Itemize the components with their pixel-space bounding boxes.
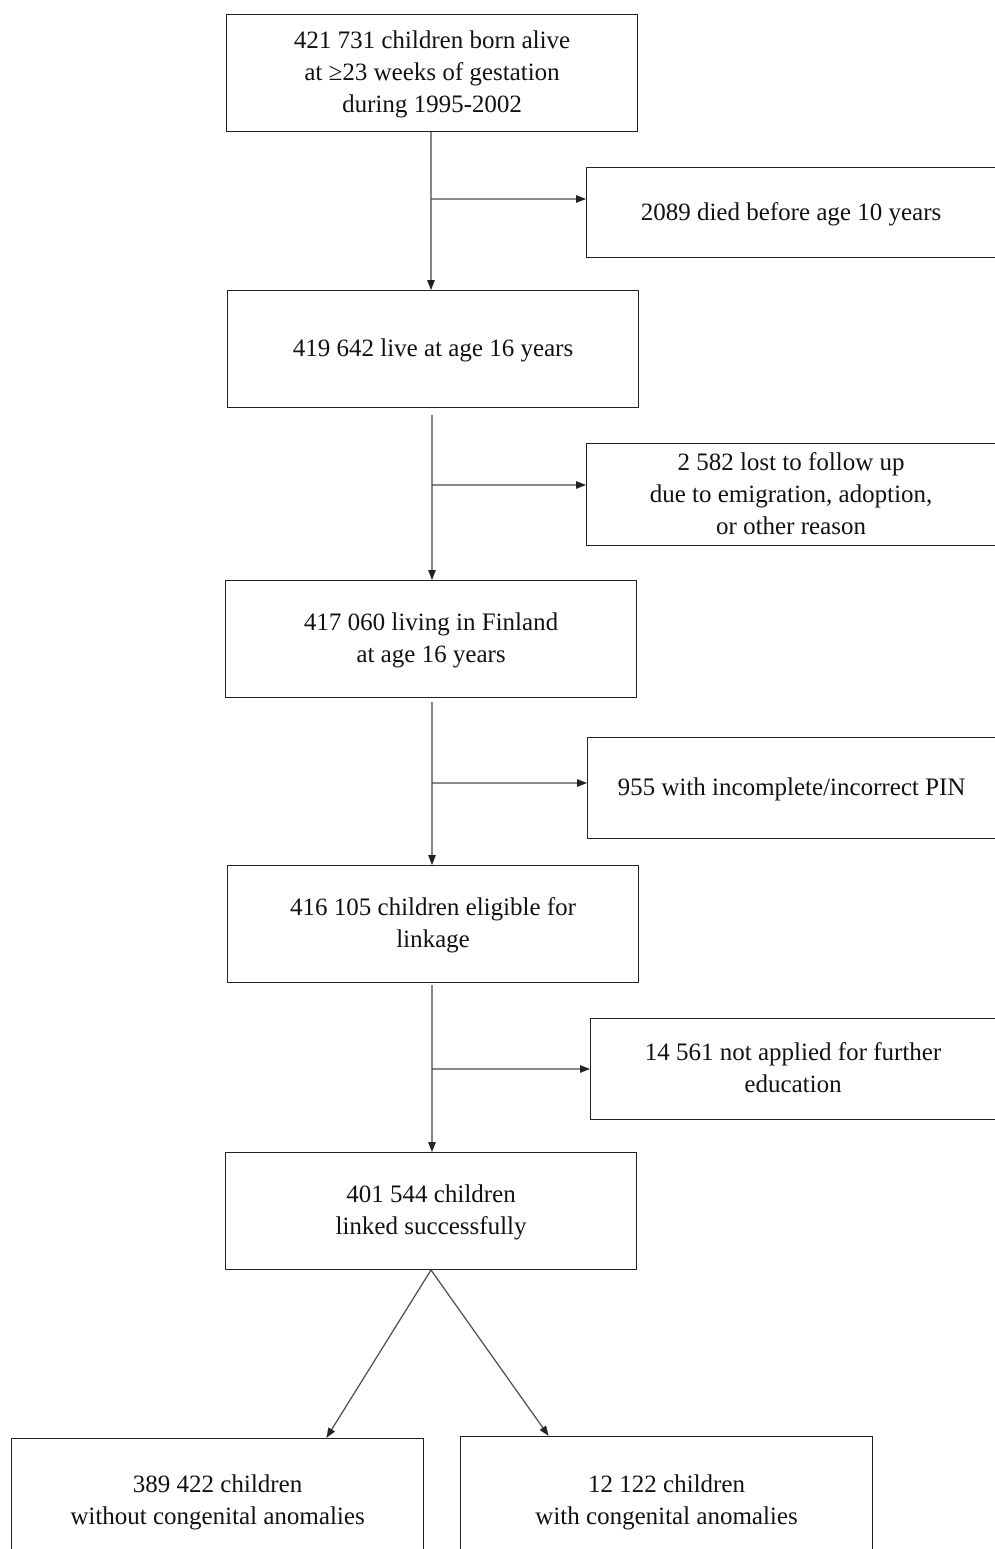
arrow-linked-to-with: [430, 1269, 549, 1436]
box-text-line: 955 with incomplete/incorrect PIN: [617, 774, 966, 801]
box-died-before-age-10: 2089 died before age 10 years: [586, 167, 995, 258]
box-incorrect-pin: 955 with incomplete/incorrect PIN: [587, 737, 995, 839]
box-text-line: 389 422 children: [132, 1471, 303, 1498]
box-text-line: without congenital anomalies: [70, 1503, 365, 1530]
box-text-line: linked successfully: [335, 1213, 527, 1240]
box-text-line: education: [744, 1071, 842, 1098]
box-text-line: linkage: [396, 926, 470, 953]
box-text-line: at age 16 years: [356, 641, 506, 668]
box-text-line: 12 122 children: [588, 1471, 745, 1498]
box-not-applied-further-education: 14 561 not applied for further education: [590, 1018, 995, 1120]
box-text-line: due to emigration, adoption,: [649, 480, 933, 508]
arrow-linked-to-without: [326, 1269, 432, 1438]
box-live-at-age-16: 419 642 live at age 16 years: [227, 290, 639, 408]
box-eligible-for-linkage: 416 105 children eligible for linkage: [227, 865, 639, 983]
box-text-line: 421 731 children born alive: [293, 27, 571, 54]
box-linked-successfully: 401 544 children linked successfully: [225, 1152, 637, 1270]
box-text-line: at ≥23 weeks of gestation: [304, 59, 560, 86]
box-without-congenital-anomalies: 389 422 children without congenital anom…: [11, 1438, 424, 1549]
box-text-line: 417 060 living in Finland: [303, 609, 559, 636]
box-living-in-finland: 417 060 living in Finland at age 16 year…: [225, 580, 637, 698]
box-lost-to-follow-up: 2 582 lost to follow up due to emigratio…: [586, 443, 995, 546]
box-text-line: with congenital anomalies: [535, 1503, 798, 1530]
box-text-line: 2089 died before age 10 years: [640, 198, 942, 226]
box-children-born-alive: 421 731 children born alive at ≥23 weeks…: [226, 14, 638, 132]
box-with-congenital-anomalies: 12 122 children with congenital anomalie…: [460, 1436, 873, 1549]
box-text-line: 2 582 lost to follow up: [677, 448, 905, 476]
box-text-line: 14 561 not applied for further: [644, 1039, 942, 1066]
box-text-line: 416 105 children eligible for: [289, 894, 577, 921]
box-text-line: during 1995-2002: [342, 91, 522, 118]
box-text-line: 419 642 live at age 16 years: [292, 335, 574, 362]
box-text-line: or other reason: [716, 512, 866, 540]
box-text-line: 401 544 children: [346, 1181, 516, 1208]
